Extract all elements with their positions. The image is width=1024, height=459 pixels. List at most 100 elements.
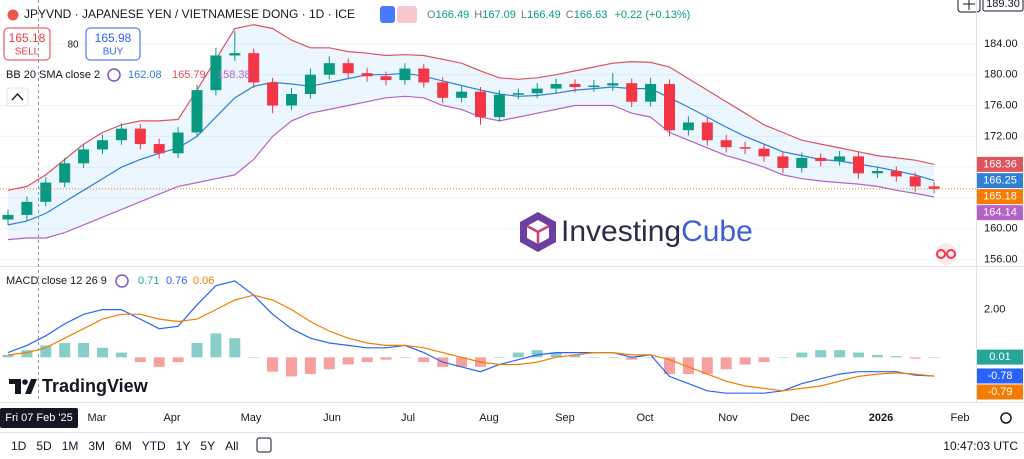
histogram-bar (153, 357, 165, 367)
candle-body (361, 73, 373, 77)
settings-icon[interactable] (115, 274, 129, 288)
price-badge-label: -0.78 (987, 370, 1012, 382)
histogram-bar (267, 357, 279, 372)
investingcube-logo: InvestingCube (520, 212, 753, 252)
gear-icon (1000, 412, 1012, 424)
top-price-box (982, 0, 1024, 12)
settings-button[interactable] (1000, 412, 1012, 424)
y-tick-label: 172.00 (984, 130, 1018, 142)
candle-body (815, 157, 827, 162)
candle-body (418, 68, 430, 83)
range-button[interactable]: 1Y (176, 439, 191, 453)
candle-body (229, 53, 241, 56)
buy-button[interactable] (85, 27, 141, 61)
tv-text: TradingView (42, 376, 149, 396)
candle-body (682, 122, 694, 131)
histogram-bar (739, 357, 751, 365)
histogram-bar (512, 352, 524, 358)
collapse-button[interactable] (6, 87, 29, 107)
range-button[interactable]: 5Y (200, 439, 215, 453)
x-tick-label: Oct (636, 412, 653, 424)
histogram-bar (588, 357, 600, 358)
candle-body (134, 128, 146, 145)
histogram-bar (682, 357, 694, 375)
candle-body (588, 85, 600, 88)
range-button[interactable]: 6M (115, 439, 132, 453)
price-badge-label: 164.14 (983, 207, 1017, 219)
y-tick-label: 156.00 (984, 254, 1018, 266)
histogram-bar (720, 357, 732, 370)
histogram-bar (796, 352, 808, 358)
histogram-bar (531, 350, 543, 358)
histogram-bar (418, 357, 430, 363)
histogram-bar (834, 350, 846, 358)
compare-icon[interactable] (380, 6, 395, 23)
price-badge-label: 0.01 (989, 351, 1010, 363)
candle-body (59, 163, 71, 183)
alert-icon[interactable] (397, 6, 417, 23)
candle-body (701, 122, 713, 141)
price-badge (977, 384, 1023, 400)
candle-body (493, 94, 505, 118)
settings-icon[interactable] (107, 68, 121, 82)
macd-legend-value: 0.71 (138, 275, 159, 287)
histogram-bar (59, 343, 71, 358)
candle-body (115, 128, 127, 141)
candle-body (796, 157, 808, 168)
date-range-icon[interactable] (256, 437, 272, 453)
price-badge (977, 368, 1023, 384)
signal-line (7, 294, 935, 392)
price-badge-label: 165.18 (983, 191, 1017, 203)
candle-body (2, 214, 14, 220)
change: +0.22 (+0.13%) (614, 9, 690, 21)
ohlc-value: 166.49 (527, 9, 561, 21)
x-tick-label: 2026 (869, 412, 893, 424)
macd-legend-title: MACD close 12 26 9 (6, 275, 107, 287)
histogram-bar (361, 357, 373, 363)
cube-icon-edge (526, 224, 550, 244)
candle-body (475, 91, 486, 118)
x-tick-label: Jul (401, 412, 415, 424)
candle-body (248, 53, 260, 83)
histogram-bar (701, 357, 713, 375)
candle-body (267, 82, 279, 106)
candle-body (78, 149, 90, 164)
candle-body (607, 83, 619, 86)
candle-body (172, 132, 184, 154)
candle-body (871, 171, 883, 174)
histogram-bar (758, 357, 770, 363)
range-button[interactable]: YTD (142, 439, 166, 453)
candle-body (626, 83, 638, 102)
spread: 80 (67, 40, 79, 51)
histogram-bar (304, 357, 316, 375)
candle-body (97, 140, 108, 150)
histogram-bar (928, 357, 940, 358)
candle-body (909, 176, 921, 187)
candle-body (645, 83, 657, 102)
candle-body (437, 82, 449, 98)
y-tick-label: 2.00 (984, 303, 1005, 315)
crosshair-date: Fri 07 Feb '25 (5, 412, 73, 424)
macd-legend-value: 0.06 (193, 275, 214, 287)
candle-body (758, 148, 770, 157)
candle-body (191, 90, 203, 133)
histogram-bar (40, 345, 52, 358)
ohlc-value: 166.49 (436, 9, 470, 21)
histogram-bar (909, 357, 921, 359)
range-button[interactable]: 1M (62, 439, 79, 453)
bb-legend-title: BB 20 SMA close 2 (6, 69, 100, 81)
replay-icon[interactable] (935, 243, 957, 265)
band-fill (8, 24, 935, 240)
range-button[interactable]: 3M (88, 439, 105, 453)
range-button[interactable]: 1D (11, 439, 27, 453)
histogram-bar (853, 352, 864, 358)
sell-label: SELL (15, 47, 40, 58)
range-button[interactable]: All (225, 439, 238, 453)
candle-body (399, 68, 411, 81)
histogram-bar (607, 357, 619, 358)
range-button[interactable]: 5D (36, 439, 52, 453)
candle-body (890, 171, 902, 177)
candle-body (40, 182, 52, 202)
candle-body (834, 156, 846, 162)
